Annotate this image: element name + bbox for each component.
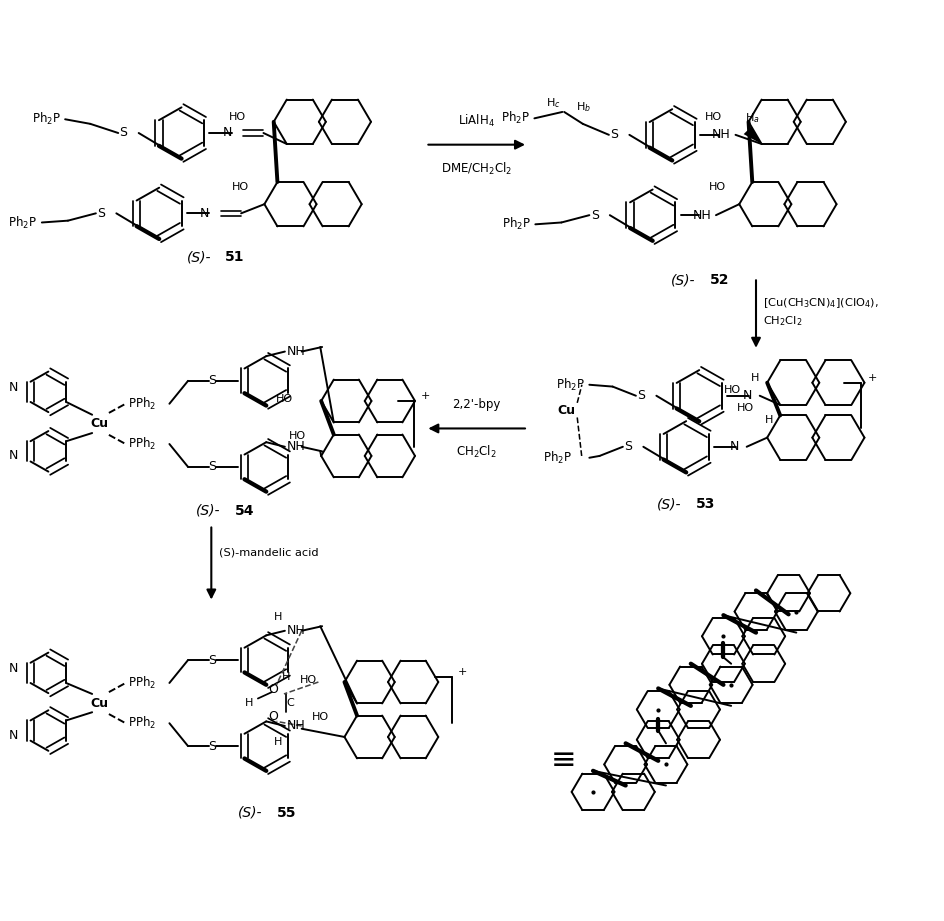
Text: S: S: [636, 390, 645, 402]
Text: (S)-mandelic acid: (S)-mandelic acid: [218, 547, 318, 557]
Text: HO: HO: [232, 181, 249, 192]
Text: H: H: [274, 737, 282, 747]
Text: (S)-: (S)-: [187, 251, 211, 264]
Text: H: H: [244, 698, 253, 708]
Text: +: +: [420, 391, 430, 401]
Text: S: S: [209, 740, 216, 752]
Text: N: N: [742, 390, 751, 402]
Text: C: C: [286, 698, 294, 708]
Text: (S)-: (S)-: [196, 504, 220, 518]
Text: O: O: [268, 682, 278, 696]
Text: S: S: [209, 460, 216, 473]
Text: NH: NH: [286, 345, 305, 358]
Text: HO: HO: [708, 181, 725, 192]
Text: HO: HO: [289, 431, 306, 441]
Text: Cu: Cu: [556, 403, 575, 416]
Text: H: H: [281, 672, 290, 682]
Text: +: +: [458, 668, 467, 678]
Text: S: S: [610, 128, 617, 141]
Text: HO: HO: [312, 712, 329, 722]
Text: 2,2'-bpy: 2,2'-bpy: [452, 398, 500, 411]
Text: DME/CH$_2$Cl$_2$: DME/CH$_2$Cl$_2$: [441, 160, 512, 177]
Text: S: S: [209, 654, 216, 667]
Text: CH$_2$Cl$_2$: CH$_2$Cl$_2$: [763, 314, 802, 328]
Text: HO: HO: [276, 394, 293, 404]
Text: 51: 51: [225, 251, 244, 264]
Text: CH$_2$Cl$_2$: CH$_2$Cl$_2$: [456, 444, 497, 460]
Text: NH: NH: [692, 209, 711, 222]
Text: NH: NH: [286, 440, 305, 453]
Text: S: S: [623, 440, 632, 453]
Text: Ph$_2$P: Ph$_2$P: [31, 111, 60, 127]
Text: +: +: [867, 373, 876, 383]
Text: Ph$_2$P: Ph$_2$P: [555, 377, 584, 392]
Text: 53: 53: [695, 497, 714, 511]
Text: N: N: [729, 440, 738, 453]
Text: PPh$_2$: PPh$_2$: [127, 396, 156, 412]
Text: NH: NH: [286, 719, 305, 732]
Text: HO: HO: [704, 112, 722, 122]
Text: (S)-: (S)-: [238, 806, 262, 820]
Text: 54: 54: [234, 504, 254, 518]
Text: Ph$_2$P: Ph$_2$P: [542, 449, 571, 466]
Text: HO: HO: [228, 112, 245, 122]
Text: [Cu(CH$_3$CN)$_4$](ClO$_4$),: [Cu(CH$_3$CN)$_4$](ClO$_4$),: [763, 297, 878, 310]
Text: HO: HO: [736, 403, 753, 414]
Text: PPh$_2$: PPh$_2$: [127, 675, 156, 691]
Text: N: N: [200, 207, 210, 220]
Text: (S)-: (S)-: [670, 274, 695, 287]
Text: N: N: [9, 380, 19, 394]
Text: HO: HO: [299, 675, 316, 685]
Text: Cu: Cu: [91, 417, 109, 430]
Text: PPh$_2$: PPh$_2$: [127, 716, 156, 731]
Text: H: H: [274, 612, 282, 622]
Text: 52: 52: [709, 274, 728, 287]
Text: $\equiv$: $\equiv$: [545, 743, 575, 773]
Text: H: H: [764, 415, 772, 425]
Polygon shape: [743, 126, 761, 144]
Text: O: O: [268, 710, 278, 723]
Text: N: N: [9, 662, 19, 675]
Text: H$_b$: H$_b$: [576, 100, 591, 114]
Text: LiAlH$_4$: LiAlH$_4$: [458, 112, 495, 129]
Text: Ph$_2$P: Ph$_2$P: [8, 215, 37, 230]
Text: S: S: [590, 209, 598, 222]
Text: N: N: [9, 729, 19, 741]
Text: NH: NH: [286, 624, 305, 637]
Text: H$_c$: H$_c$: [546, 96, 560, 110]
Text: H: H: [750, 373, 759, 383]
Text: S: S: [209, 374, 216, 388]
Text: S: S: [97, 207, 105, 220]
Text: N: N: [9, 449, 19, 462]
Text: S: S: [119, 126, 127, 139]
Text: 55: 55: [277, 806, 295, 820]
Text: Cu: Cu: [91, 696, 109, 709]
Text: Ph$_2$P: Ph$_2$P: [501, 216, 531, 232]
Text: NH: NH: [712, 128, 730, 141]
Text: H$_a$: H$_a$: [744, 111, 759, 125]
Text: N: N: [222, 126, 231, 139]
Text: (S)-: (S)-: [656, 497, 681, 511]
Text: Ph$_2$P: Ph$_2$P: [500, 111, 530, 126]
Text: HO: HO: [723, 385, 740, 395]
Text: PPh$_2$: PPh$_2$: [127, 436, 156, 452]
